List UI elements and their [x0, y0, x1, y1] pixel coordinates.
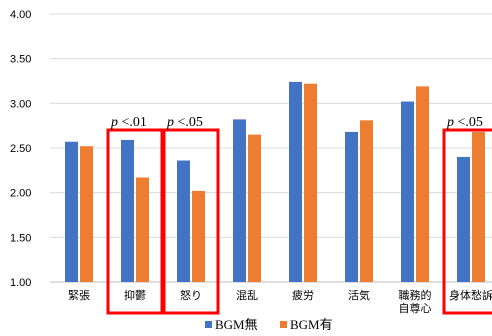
significance-highlight-box [442, 128, 492, 315]
bar-bgm-off [177, 160, 190, 282]
bar-bgm-on [248, 134, 261, 282]
bar-bgm-on [416, 86, 429, 282]
legend-swatch [205, 321, 212, 328]
significance-annotations: p <.01 p <.05 p <.05 [106, 115, 492, 315]
bar-bgm-off [457, 156, 470, 282]
category-label: 抑鬱 [124, 288, 146, 302]
significance-highlight-box [162, 128, 220, 315]
y-tick-label: 1.50 [10, 232, 31, 244]
significance-highlight-box [106, 128, 164, 315]
bar-bgm-on [472, 131, 485, 282]
bar-bgm-on [192, 190, 205, 282]
category-label: 職務的自尊心 [399, 288, 432, 315]
bar-bgm-off [121, 139, 134, 282]
category-label: 混乱 [236, 289, 258, 302]
x-axis-labels: 緊張 抑鬱 怒り 混乱 疲労 活気 職務的自尊心 身体愁訴 [68, 288, 492, 315]
y-tick-label: 2.00 [10, 188, 31, 200]
legend-label: BGM無 [215, 317, 258, 332]
bar-bgm-on [80, 146, 93, 282]
category-label: 怒り [180, 288, 202, 302]
legend: BGM無 BGM有 [205, 317, 333, 332]
bar-bgm-off [345, 131, 358, 282]
bar-bgm-off [65, 141, 78, 282]
significance-label: p <.01 [110, 115, 147, 130]
category-label: 身体愁訴 [449, 288, 492, 302]
bar-bgm-off [401, 101, 414, 283]
y-tick-label: 1.00 [10, 277, 31, 289]
significance-label: p <.05 [166, 115, 203, 130]
bar-bgm-on [136, 177, 149, 282]
y-tick-label: 2.50 [10, 143, 31, 155]
bars [65, 81, 485, 283]
bar-bgm-on [304, 83, 317, 283]
legend-label: BGM有 [290, 317, 333, 332]
bar-bgm-off [233, 119, 246, 282]
bar-bgm-off [289, 81, 302, 282]
significance-label: p <.05 [446, 115, 483, 130]
y-tick-label: 3.50 [10, 54, 31, 66]
category-label: 緊張 [68, 289, 90, 302]
category-label: 活気 [348, 288, 370, 302]
y-tick-label: 3.00 [10, 98, 31, 110]
bar-bgm-on [360, 120, 373, 282]
y-tick-label: 4.00 [10, 9, 31, 21]
y-axis-ticks: 1.00 1.50 2.00 2.50 3.00 3.50 4.00 [10, 9, 31, 289]
legend-swatch [280, 321, 287, 328]
category-label: 疲労 [292, 288, 314, 302]
